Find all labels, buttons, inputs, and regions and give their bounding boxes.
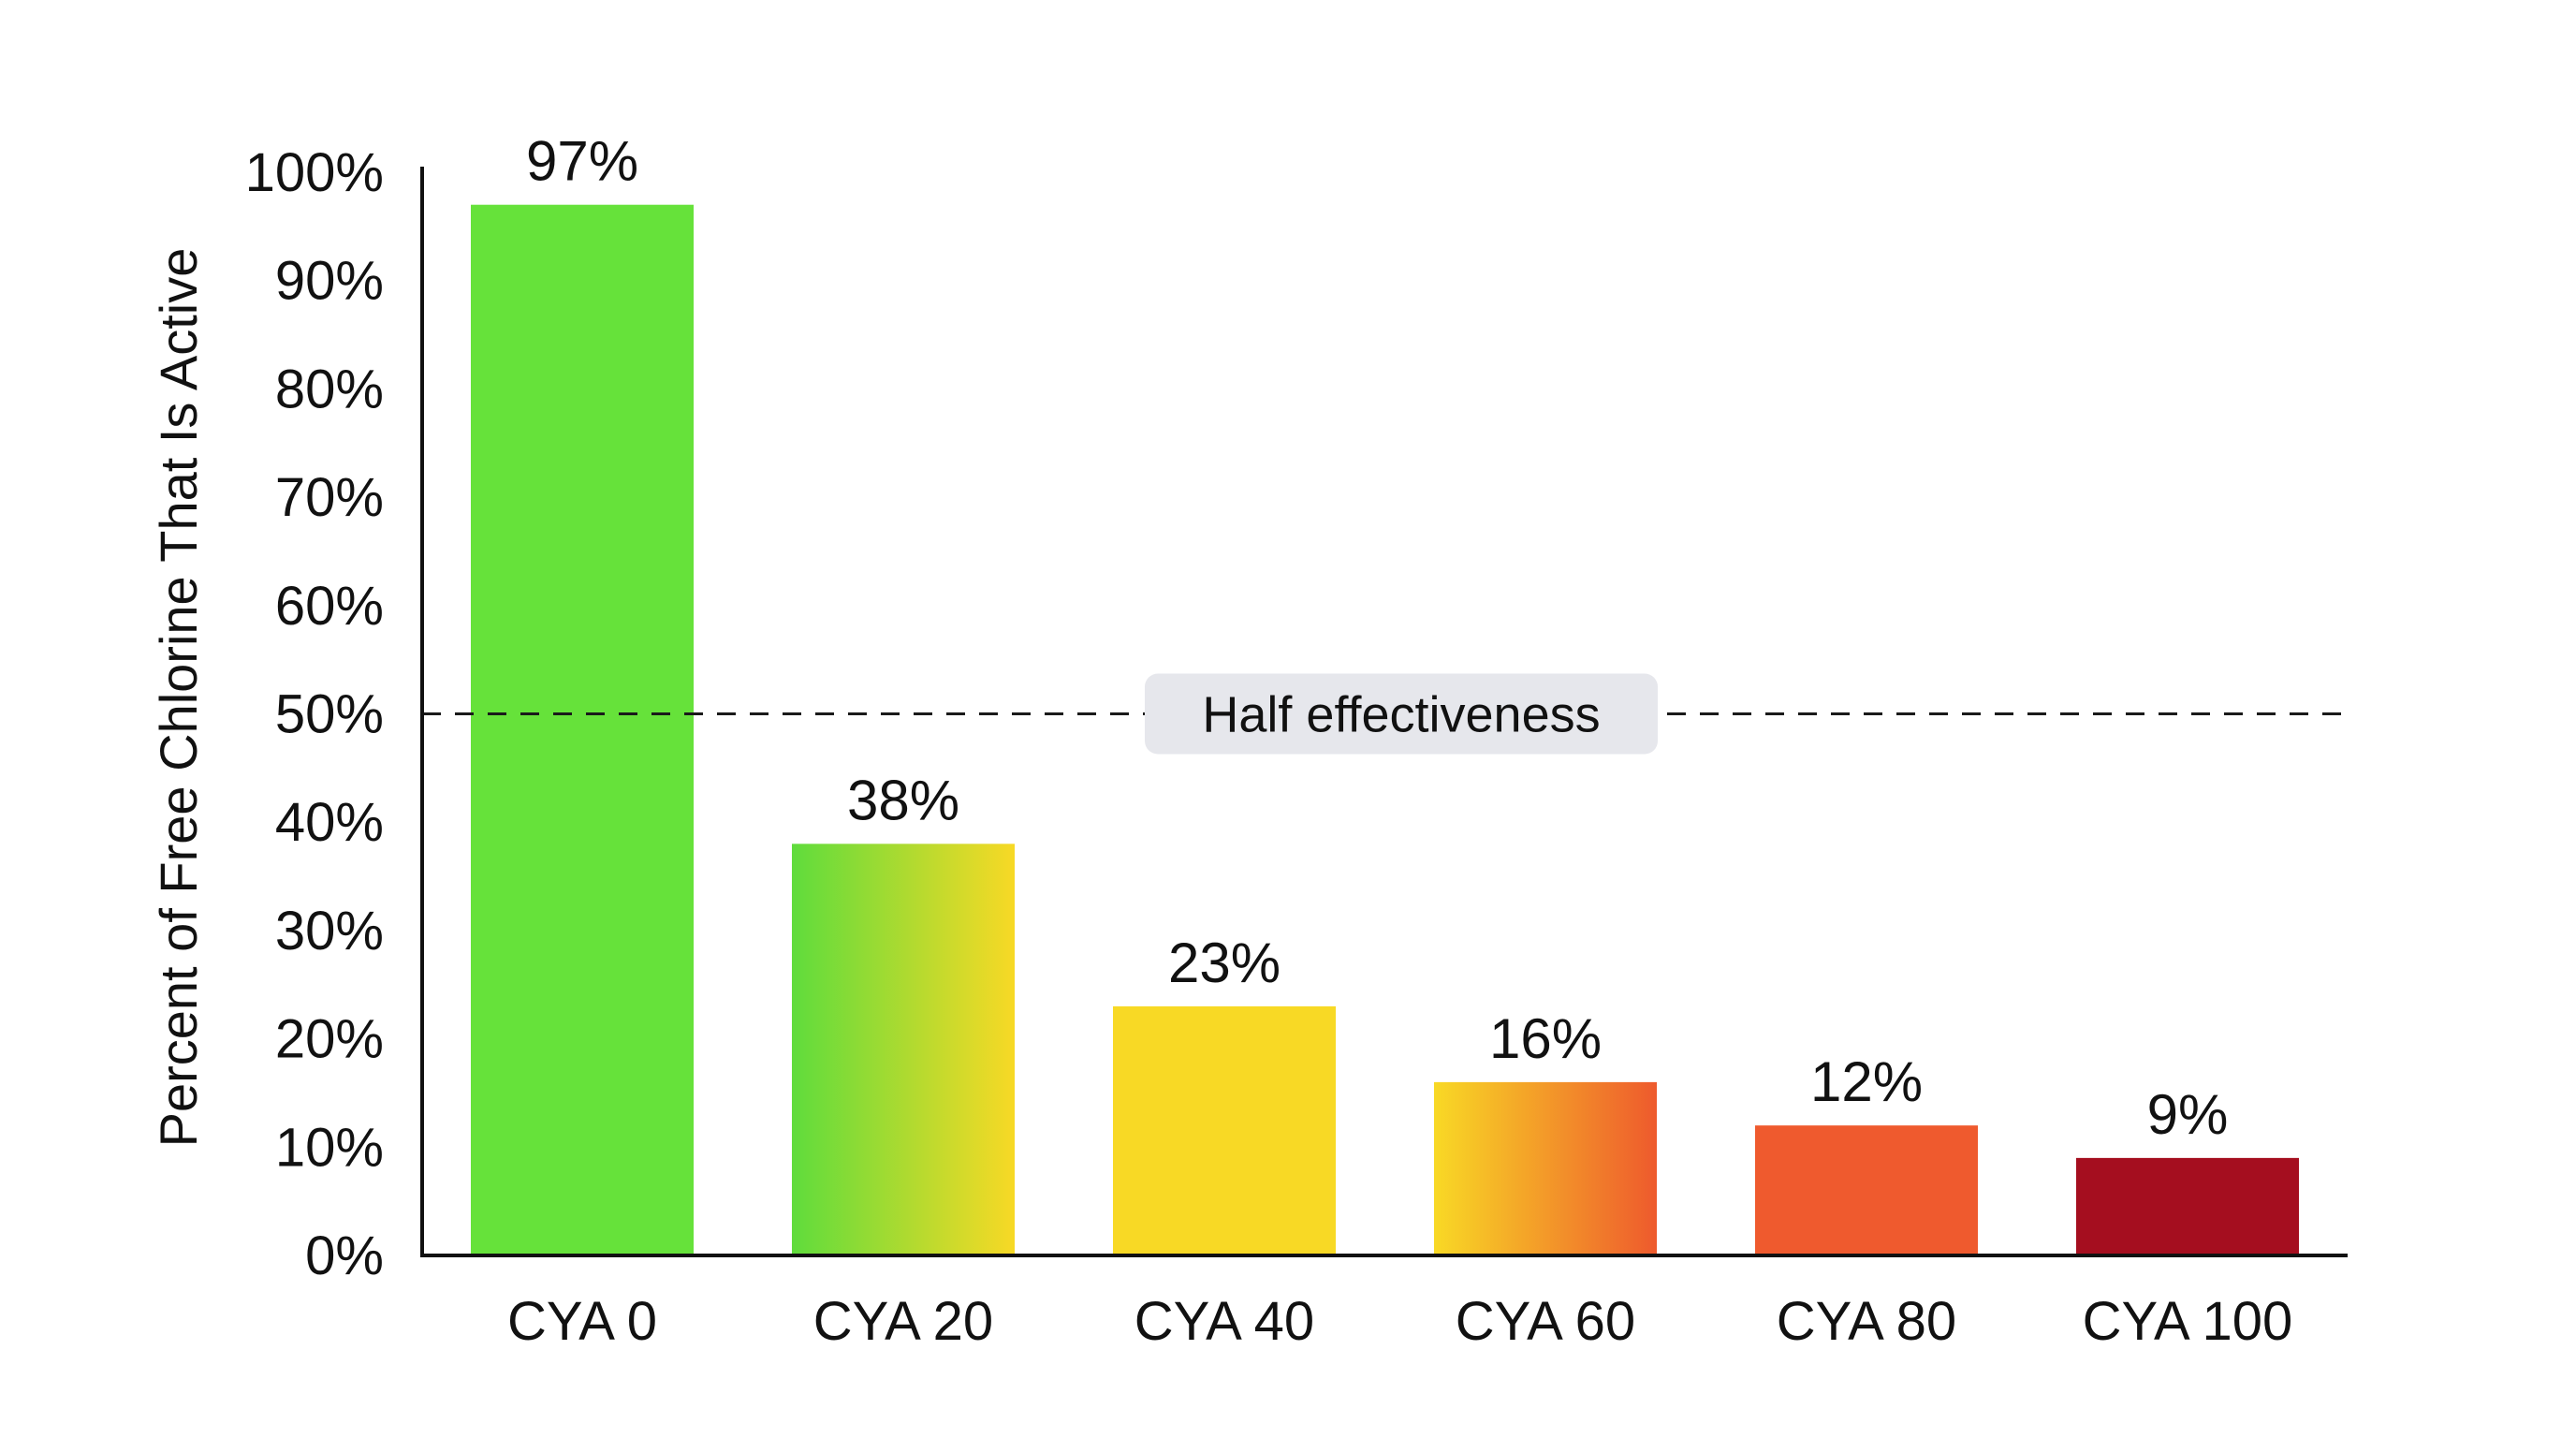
y-axis-ticks: 0% 10% 20% 30% 40% 50% 60% 70% 80% 90% 100% bbox=[245, 142, 384, 1286]
bar-value-label: 16% bbox=[1489, 1007, 1602, 1070]
y-tick-label: 0% bbox=[305, 1225, 384, 1286]
value-labels: 97% 38% 23% 16% 12% 9% bbox=[526, 130, 2228, 1146]
bar-value-label: 12% bbox=[1810, 1050, 1923, 1113]
reference-line-group: Half effectiveness bbox=[422, 673, 2348, 755]
bar-value-label: 97% bbox=[526, 130, 638, 193]
bar-cya-80 bbox=[1755, 1125, 1978, 1255]
y-tick-label: 90% bbox=[275, 251, 384, 312]
bar-value-label: 23% bbox=[1168, 932, 1281, 994]
y-axis-label: Percent of Free Chlorine That Is Active bbox=[149, 248, 208, 1148]
y-tick-label: 30% bbox=[275, 901, 384, 961]
x-category-label: CYA 40 bbox=[1134, 1291, 1314, 1352]
y-tick-label: 20% bbox=[275, 1009, 384, 1070]
x-category-label: CYA 20 bbox=[813, 1291, 993, 1352]
category-labels: CYA 0 CYA 20 CYA 40 CYA 60 CYA 80 CYA 100 bbox=[507, 1291, 2292, 1352]
reference-label: Half effectiveness bbox=[1202, 687, 1600, 743]
y-tick-label: 50% bbox=[275, 684, 384, 745]
bar-value-label: 38% bbox=[847, 769, 959, 831]
x-category-label: CYA 80 bbox=[1777, 1291, 1956, 1352]
y-tick-label: 10% bbox=[275, 1117, 384, 1178]
x-category-label: CYA 60 bbox=[1456, 1291, 1635, 1352]
bar-cya-40 bbox=[1113, 1005, 1336, 1255]
bars bbox=[471, 204, 2299, 1256]
bar-cya-20 bbox=[792, 844, 1015, 1255]
y-tick-label: 80% bbox=[275, 359, 384, 419]
y-tick-label: 40% bbox=[275, 792, 384, 853]
y-tick-label: 60% bbox=[275, 576, 384, 637]
bar-cya-100 bbox=[2076, 1157, 2299, 1255]
reference-label-box bbox=[1145, 673, 1658, 755]
y-tick-label: 100% bbox=[245, 142, 384, 203]
bar-cya-0 bbox=[471, 204, 694, 1256]
x-category-label: CYA 100 bbox=[2083, 1291, 2293, 1352]
x-category-label: CYA 0 bbox=[507, 1291, 657, 1352]
bar-cya-60 bbox=[1434, 1081, 1657, 1255]
y-tick-label: 70% bbox=[275, 467, 384, 528]
bar-value-label: 9% bbox=[2147, 1083, 2229, 1146]
